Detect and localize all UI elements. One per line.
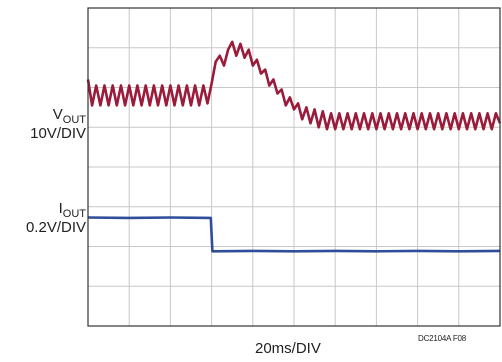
grid bbox=[88, 8, 500, 326]
iout-label-main: I bbox=[58, 200, 63, 217]
vout-label-sub: OUT bbox=[62, 114, 86, 126]
traces bbox=[86, 40, 502, 253]
figure-id: DC2104A F08 bbox=[418, 334, 467, 343]
x-axis-label: 20ms/DIV bbox=[255, 340, 321, 357]
iout-label-sub: OUT bbox=[62, 208, 86, 220]
vout-scale: 10V/DIV bbox=[30, 125, 86, 142]
iout-scale: 0.2V/DIV bbox=[25, 219, 86, 236]
trace-vout bbox=[86, 40, 502, 131]
iout-label: IOUT 0.2V/DIV bbox=[26, 200, 86, 236]
vout-label-main: V bbox=[52, 106, 63, 123]
plot-frame bbox=[87, 7, 501, 327]
vout-label: VOUT 10V/DIV bbox=[30, 106, 86, 142]
trace-iout bbox=[87, 216, 501, 253]
